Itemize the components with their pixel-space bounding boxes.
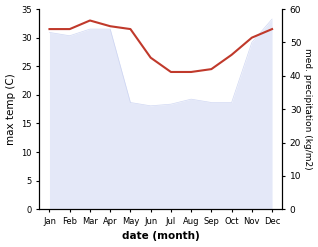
Y-axis label: med. precipitation (kg/m2): med. precipitation (kg/m2) [303,48,313,170]
Y-axis label: max temp (C): max temp (C) [5,73,16,145]
X-axis label: date (month): date (month) [122,231,200,242]
